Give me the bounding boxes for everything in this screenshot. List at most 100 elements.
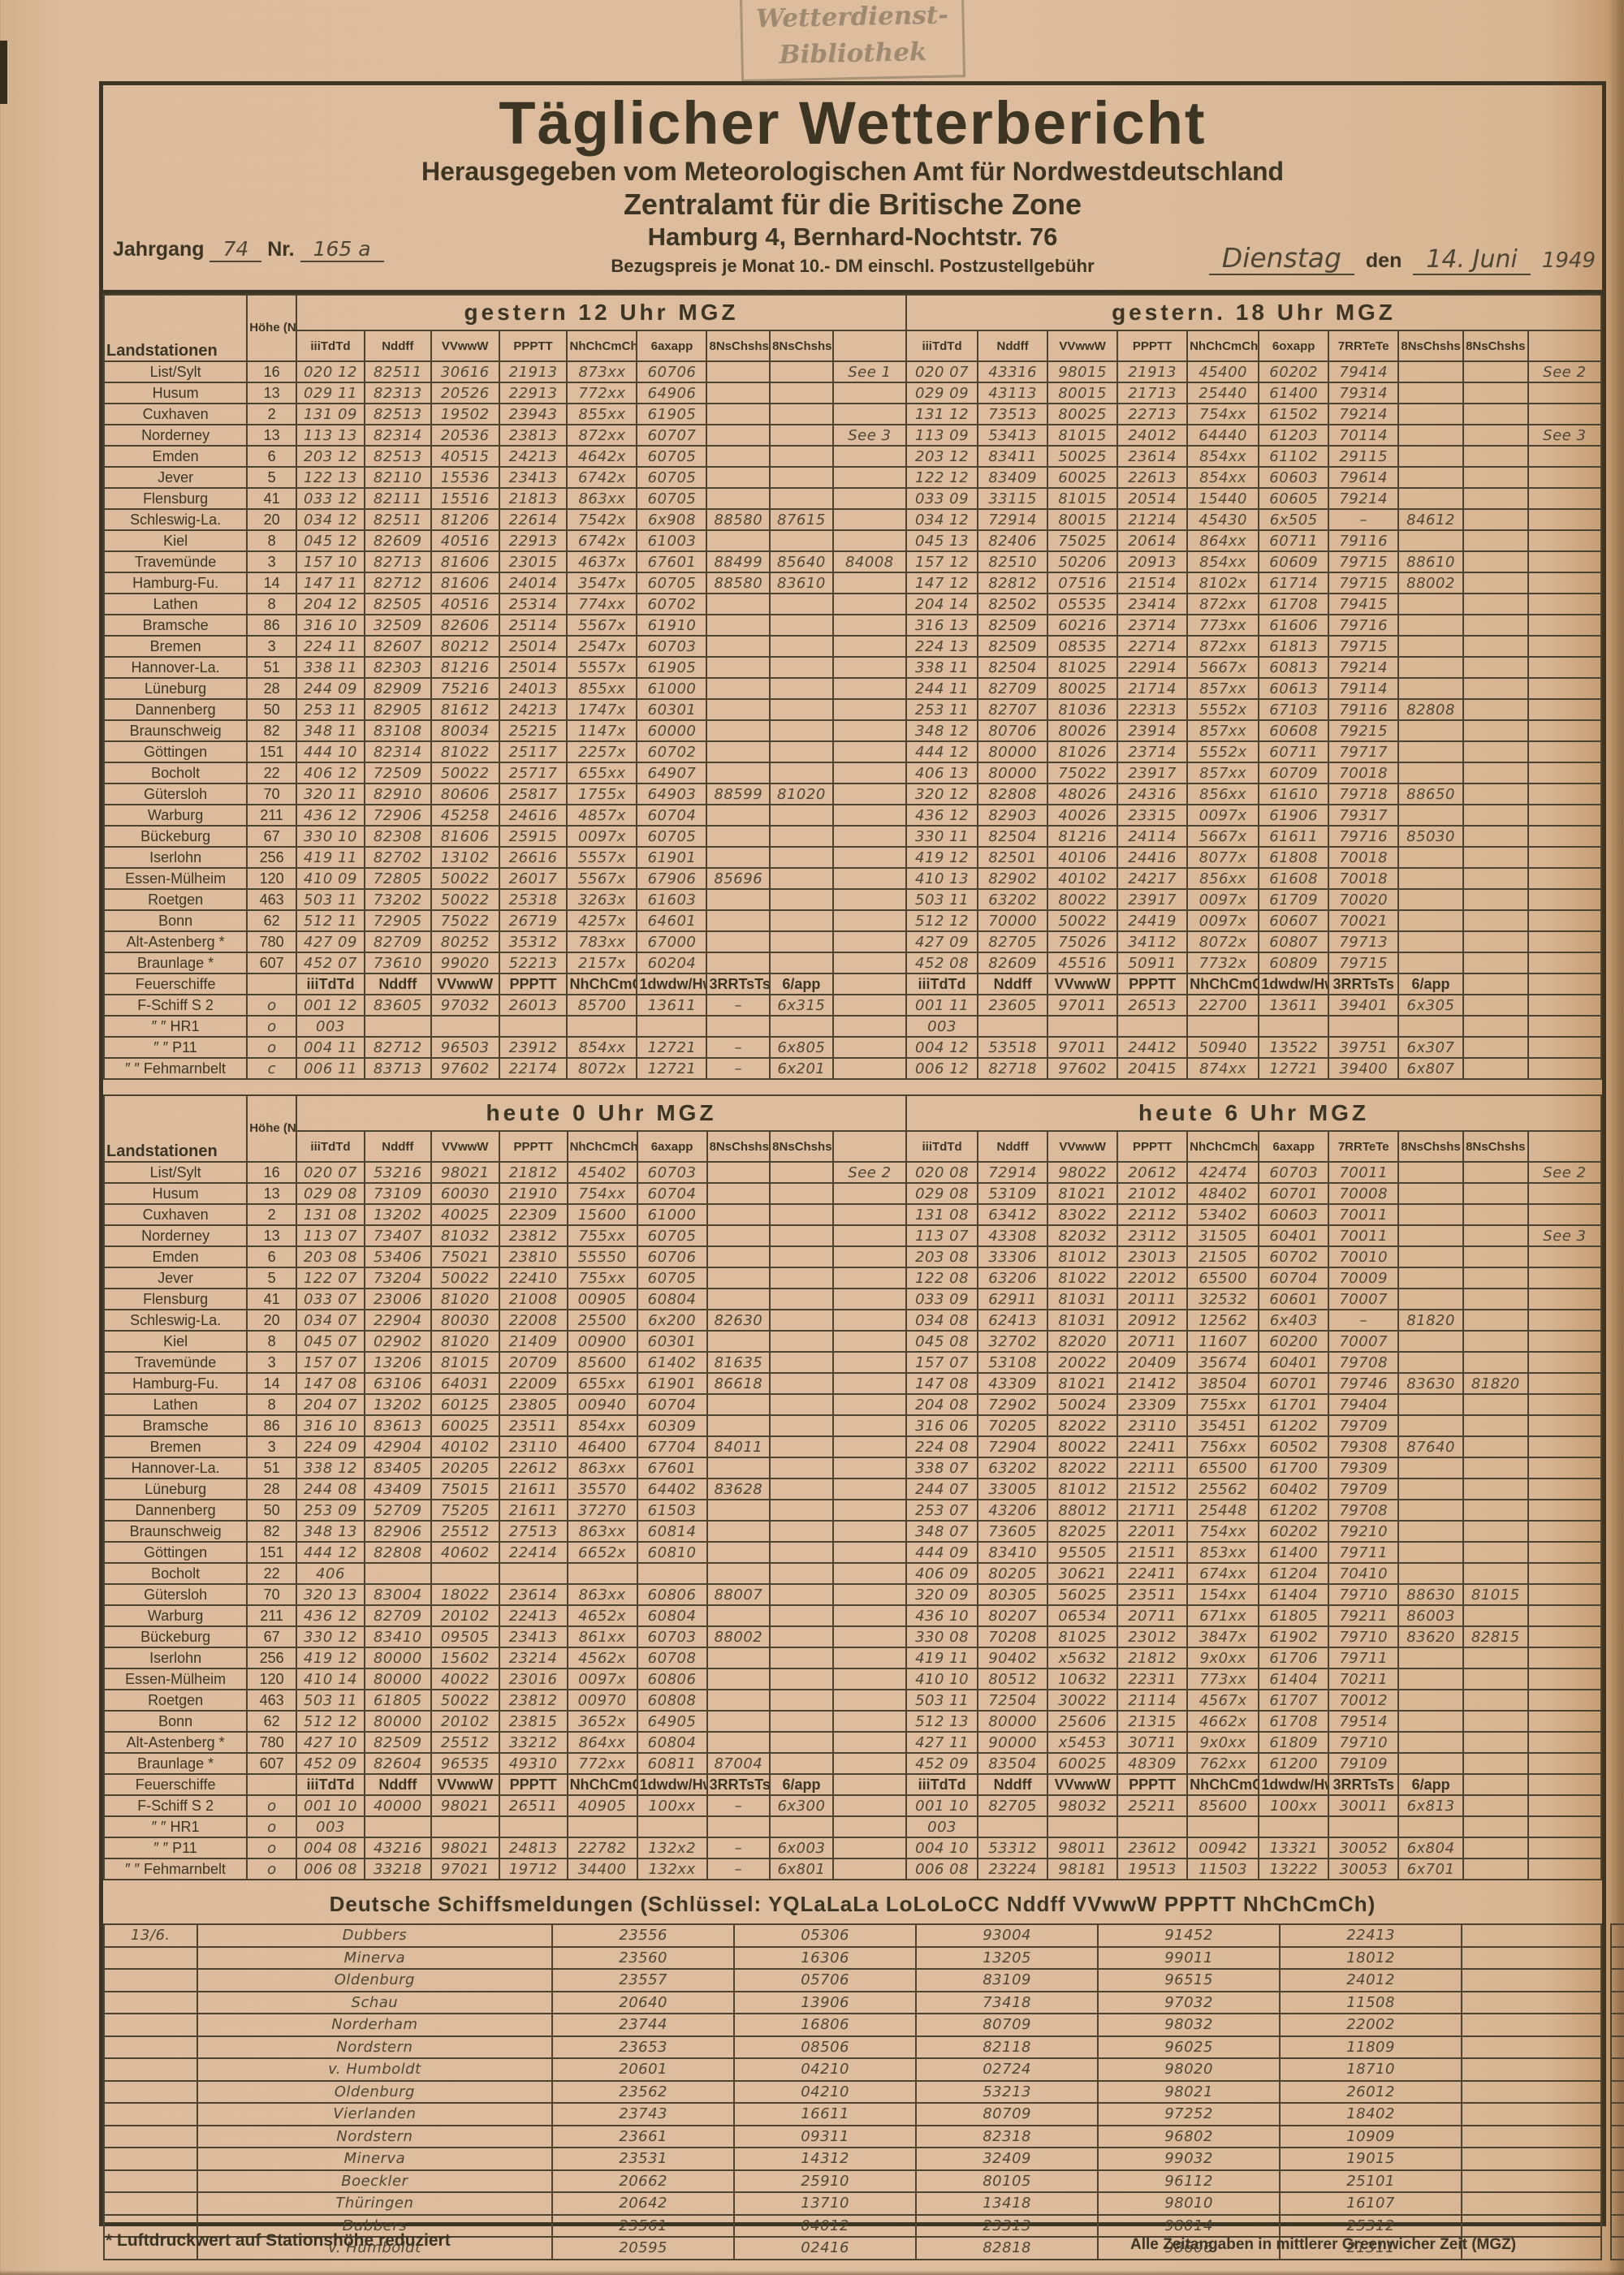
obs-value: 61000 (636, 677, 708, 700)
obs-value: 70018 (1328, 846, 1400, 869)
station-name: Bremen (102, 1435, 248, 1458)
obs-value: 6x505 (1258, 508, 1330, 531)
station-hoehe: 70 (246, 783, 298, 805)
station-hoehe: 13 (246, 424, 298, 447)
station-name: Jever (102, 466, 248, 489)
obs-value (1527, 1815, 1603, 1838)
station-name: Gütersloh (102, 783, 248, 805)
obs-value (769, 1668, 834, 1690)
blank-cell (1461, 2169, 1602, 2193)
obs-value: 26013 (498, 994, 568, 1017)
obs-value: 82022 (1047, 1414, 1119, 1437)
obs-value (769, 635, 834, 658)
obs-value: 37270 (566, 1499, 638, 1522)
obs-value: 83713 (363, 1057, 432, 1080)
station-row: Dannenberg 50 253 11 82905 81612 24213 1747x 60… (102, 698, 1603, 721)
obs-value: 100xx (1258, 1794, 1330, 1817)
obs-value: 19712 (498, 1858, 568, 1880)
station-row: Bückeburg 67 330 12 83410 09505 23413 861xx 607… (102, 1625, 1603, 1648)
ship-value: 16107 (1279, 2191, 1463, 2216)
ship-row: Dubbers2357301523729189802123111 (1610, 2213, 1624, 2238)
obs-value: 70007 (1328, 1330, 1400, 1353)
obs-value: 253 11 (905, 698, 979, 721)
col-header: VVwwW (430, 1130, 500, 1163)
ship-value: 20662 (551, 2169, 736, 2193)
obs-value: 113 13 (296, 424, 365, 447)
obs-value (1397, 762, 1464, 784)
date-value: 14. Juni (1413, 245, 1531, 275)
obs-value: 25117 (498, 740, 568, 763)
obs-value: 204 14 (905, 593, 979, 615)
obs-value: 131 09 (296, 403, 365, 425)
nr-label: Nr. (267, 238, 295, 261)
feuerschiff-hoehe: o (246, 1036, 298, 1059)
obs-value (706, 1393, 771, 1416)
obs-value: 20912 (1116, 1309, 1189, 1332)
obs-value (706, 1224, 771, 1247)
obs-value: 122 08 (905, 1267, 979, 1289)
station-hoehe: 13 (246, 1224, 298, 1247)
obs-value (831, 487, 908, 510)
obs-value: 863xx (566, 1520, 638, 1543)
obs-value: 79708 (1328, 1499, 1400, 1522)
obs-value: 60601 (1258, 1288, 1330, 1310)
station-row: Alt-Astenberg * 780 427 09 82709 80252 35312 7… (102, 930, 1603, 953)
obs-value: 61608 (1258, 867, 1330, 890)
obs-value: 50022 (430, 888, 500, 911)
obs-value: 95505 (1047, 1541, 1119, 1564)
obs-value: 157 07 (905, 1351, 979, 1374)
ship-value: 02416 (733, 2236, 918, 2260)
obs-value: 147 08 (905, 1372, 979, 1395)
obs-value: 80305 (977, 1583, 1049, 1606)
obs-value: 05535 (1047, 593, 1119, 615)
obs-value: 863xx (566, 487, 638, 510)
obs-value: 61102 (1258, 445, 1330, 468)
obs-value: 82020 (1047, 1330, 1119, 1353)
ship-value: 98032 (1097, 2013, 1281, 2037)
obs-value: See 1 (831, 360, 908, 383)
obs-value: 90000 (977, 1731, 1049, 1754)
obs-value: 25512 (430, 1520, 500, 1543)
obs-value: 5567x (566, 614, 638, 637)
obs-value: 61905 (636, 656, 708, 679)
obs-value: 60704 (1258, 1267, 1330, 1289)
masthead-price-line: Bezugspreis je Monat 10.- DM einschl. Po… (611, 256, 1095, 276)
obs-value: 60708 (636, 1647, 708, 1669)
obs-value (363, 1815, 432, 1838)
ship-value: 80105 (915, 2169, 1099, 2193)
obs-value: 60605 (1258, 487, 1330, 510)
obs-value: 244 07 (905, 1478, 979, 1500)
station-row: Roetgen 463 503 11 73202 50022 25318 3263x 6160… (102, 888, 1603, 911)
col-header: VVwwW (1047, 1130, 1119, 1163)
ship-value: 02724 (915, 2057, 1099, 2082)
obs-value: 754xx (1186, 403, 1260, 425)
obs-value: 33115 (977, 487, 1049, 510)
station-name: Braunlage * (102, 1752, 248, 1775)
obs-value: 70205 (977, 1414, 1049, 1437)
obs-value: 85696 (706, 867, 771, 890)
obs-value (1462, 1520, 1529, 1543)
obs-value: 90402 (977, 1647, 1049, 1669)
obs-value: 60701 (1258, 1182, 1330, 1205)
obs-value: 25606 (1047, 1710, 1119, 1733)
col-header: 8NsChshs (706, 1130, 771, 1163)
obs-value: 60025 (430, 1414, 500, 1437)
obs-value: 045 08 (905, 1330, 979, 1353)
station-row: Essen-Mülheim 120 410 09 72805 50022 26017 556… (102, 867, 1603, 890)
obs-value: 348 13 (296, 1520, 365, 1543)
station-hoehe: 780 (246, 1731, 298, 1754)
obs-value: 855xx (566, 677, 638, 700)
obs-value: 82902 (977, 867, 1049, 890)
obs-value (363, 1562, 432, 1585)
blank-cell (1461, 2057, 1602, 2082)
obs-value: 772xx (566, 1752, 638, 1775)
obs-value (1397, 677, 1464, 700)
obs-value: 22111 (1116, 1457, 1189, 1479)
obs-value: 60603 (1258, 1203, 1330, 1226)
obs-value: 73610 (363, 952, 432, 974)
blank-cell (246, 1773, 298, 1796)
obs-value: 83605 (363, 994, 432, 1017)
obs-value: 5557x (566, 656, 638, 679)
obs-value: 83409 (977, 466, 1049, 489)
obs-value (769, 1815, 834, 1838)
